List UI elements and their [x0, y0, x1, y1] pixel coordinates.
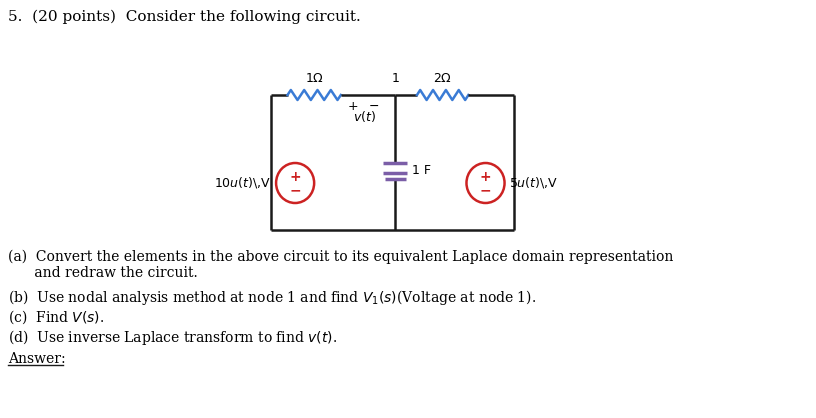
- Text: −: −: [368, 99, 379, 112]
- Text: −: −: [290, 183, 301, 197]
- Text: (b)  Use nodal analysis method at node 1 and find $V_1(s)$(Voltage at node 1).: (b) Use nodal analysis method at node 1 …: [7, 288, 536, 307]
- Text: (c)  Find $V(s)$.: (c) Find $V(s)$.: [7, 308, 104, 326]
- Text: $10u(t)$\,V: $10u(t)$\,V: [214, 176, 271, 191]
- Text: 1: 1: [392, 72, 400, 86]
- Text: 5.  (20 points)  Consider the following circuit.: 5. (20 points) Consider the following ci…: [7, 10, 361, 24]
- Text: +: +: [348, 99, 358, 112]
- Text: $v(t)$: $v(t)$: [353, 110, 375, 125]
- Text: $2\Omega$: $2\Omega$: [433, 72, 452, 86]
- Text: −: −: [480, 183, 491, 197]
- Text: and redraw the circuit.: and redraw the circuit.: [7, 266, 197, 280]
- Text: Answer:: Answer:: [7, 352, 65, 366]
- Text: $5u(t)$\,V: $5u(t)$\,V: [509, 176, 558, 191]
- Text: (a)  Convert the elements in the above circuit to its equivalent Laplace domain : (a) Convert the elements in the above ci…: [7, 250, 673, 265]
- Text: (d)  Use inverse Laplace transform to find $v(t)$.: (d) Use inverse Laplace transform to fin…: [7, 328, 337, 347]
- Text: +: +: [480, 170, 491, 184]
- Text: +: +: [290, 170, 301, 184]
- Text: $1\Omega$: $1\Omega$: [304, 72, 324, 86]
- Text: 1 F: 1 F: [412, 165, 431, 178]
